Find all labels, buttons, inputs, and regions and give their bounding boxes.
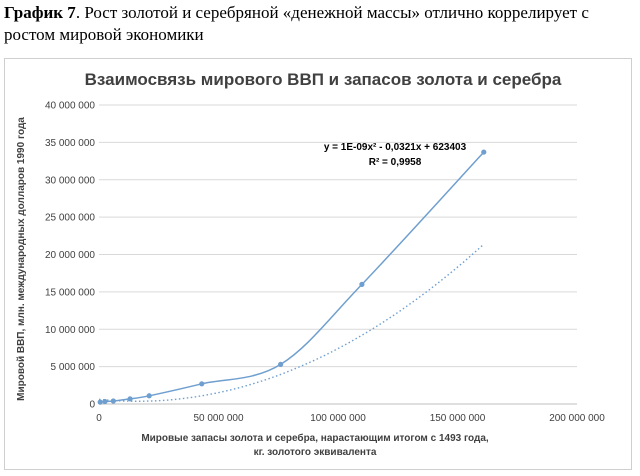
x-tick-label-4: 200 000 000: [549, 413, 605, 424]
y-tick-label-1: 5 000 000: [51, 362, 96, 373]
x-tick-label-1: 50 000 000: [193, 413, 243, 424]
x-axis-label-line1: Мировые запасы золота и серебра, нараста…: [141, 432, 489, 444]
chart-title: Взаимосвязь мирового ВВП и запасов золот…: [85, 70, 562, 89]
series-group: [97, 149, 487, 405]
data-point-3: [127, 396, 133, 402]
caption-label: График 7: [4, 3, 76, 22]
series-line: [100, 151, 485, 403]
y-tick-label-8: 40 000 000: [45, 101, 95, 112]
trendline-group: [98, 243, 485, 403]
data-point-4: [146, 393, 152, 399]
x-tick-labels: 0 50 000 000 100 000 000 150 000 000 200 000…: [96, 413, 605, 424]
y-tick-labels: 0 5 000 000 10 000 000 15 000 000 20 000 000…: [45, 101, 96, 411]
data-point-5: [199, 381, 205, 387]
data-point-0: [97, 399, 103, 405]
y-tick-label-4: 20 000 000: [45, 250, 95, 261]
caption-text: . Рост золотой и серебряной «денежной ма…: [4, 3, 589, 44]
x-tick-label-3: 150 000 000: [430, 413, 486, 424]
data-point-8: [481, 149, 487, 155]
y-tick-label-2: 10 000 000: [45, 325, 95, 336]
x-tick-label-2: 100 000 000: [310, 413, 366, 424]
x-tick-label-0: 0: [96, 413, 102, 424]
data-point-7: [359, 281, 365, 287]
figure-caption: График 7. Рост золотой и серебряной «ден…: [4, 2, 636, 46]
x-axis-label-line2: кг. золотого эквивалента: [254, 447, 377, 458]
trendline-r2: R² = 0,9958: [369, 157, 422, 168]
chart-svg: Взаимосвязь мирового ВВП и запасов золот…: [16, 70, 605, 458]
data-point-6: [278, 361, 284, 367]
trendline-equation: y = 1E-09x² - 0,0321x + 623403: [324, 142, 467, 153]
gridlines: [99, 104, 577, 405]
y-tick-label-3: 15 000 000: [45, 287, 95, 298]
data-point-2: [110, 398, 116, 404]
data-point-1: [102, 398, 108, 405]
y-tick-label-5: 25 000 000: [45, 213, 95, 224]
chart-frame: Взаимосвязь мирового ВВП и запасов золот…: [4, 58, 632, 470]
y-axis-label: Мировой ВВП, млн. международных долларов…: [16, 117, 27, 401]
y-tick-label-7: 35 000 000: [45, 138, 95, 149]
y-tick-label-6: 30 000 000: [45, 175, 95, 186]
trendline-path: [98, 243, 485, 403]
y-tick-label-0: 0: [89, 400, 95, 411]
